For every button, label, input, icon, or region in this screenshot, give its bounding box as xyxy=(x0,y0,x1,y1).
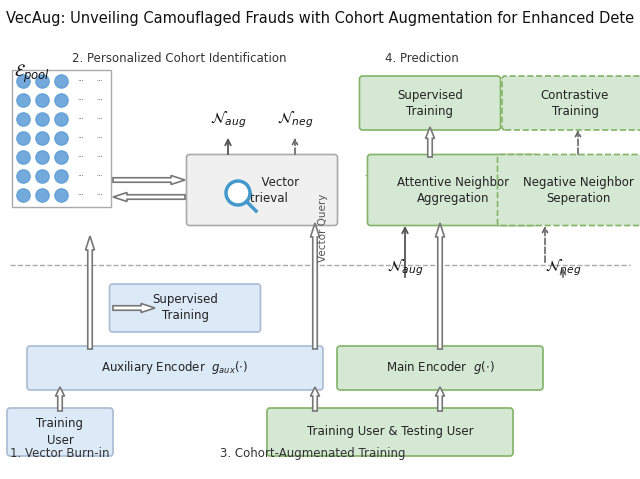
Circle shape xyxy=(17,170,30,183)
Circle shape xyxy=(17,151,30,164)
Text: $\mathcal{N}_{aug}$: $\mathcal{N}_{aug}$ xyxy=(210,109,246,130)
FancyArrow shape xyxy=(435,387,445,411)
Text: 3. Cohort-Augmenated Training: 3. Cohort-Augmenated Training xyxy=(220,447,406,460)
Text: ···: ··· xyxy=(77,136,84,141)
Text: Training
User: Training User xyxy=(36,418,83,446)
Text: 1. Vector Burn-in: 1. Vector Burn-in xyxy=(10,447,109,460)
Text: ···: ··· xyxy=(96,136,103,141)
Circle shape xyxy=(17,75,30,88)
FancyBboxPatch shape xyxy=(7,408,113,456)
Text: ···: ··· xyxy=(96,98,103,103)
FancyBboxPatch shape xyxy=(267,408,513,456)
FancyBboxPatch shape xyxy=(367,155,538,226)
Circle shape xyxy=(226,181,250,205)
Text: 2. Personalized Cohort Identification: 2. Personalized Cohort Identification xyxy=(72,52,287,65)
FancyArrow shape xyxy=(86,236,95,349)
Text: ···: ··· xyxy=(77,173,84,180)
FancyBboxPatch shape xyxy=(360,76,500,130)
Text: ···: ··· xyxy=(96,116,103,123)
Text: $\mathcal{E}_{pool}$: $\mathcal{E}_{pool}$ xyxy=(14,63,50,85)
Circle shape xyxy=(55,189,68,202)
FancyBboxPatch shape xyxy=(497,155,640,226)
Text: Supervised
Training: Supervised Training xyxy=(397,89,463,117)
Text: Supervised
Training: Supervised Training xyxy=(152,294,218,322)
FancyArrow shape xyxy=(426,127,435,157)
Circle shape xyxy=(36,151,49,164)
Circle shape xyxy=(17,113,30,126)
Text: Training User & Testing User: Training User & Testing User xyxy=(307,425,474,438)
Text: ···: ··· xyxy=(77,155,84,160)
Circle shape xyxy=(55,170,68,183)
Circle shape xyxy=(55,132,68,145)
Text: ···: ··· xyxy=(77,116,84,123)
Circle shape xyxy=(55,151,68,164)
Circle shape xyxy=(17,94,30,107)
Text: Auxiliary Encoder  $g_{aux}(\cdot)$: Auxiliary Encoder $g_{aux}(\cdot)$ xyxy=(101,360,249,376)
Text: $\mathcal{N}_{neg}$: $\mathcal{N}_{neg}$ xyxy=(276,109,313,130)
FancyArrow shape xyxy=(56,387,65,411)
Text: Attentive Neighbor
Aggregation: Attentive Neighbor Aggregation xyxy=(397,175,509,205)
Text: $\mathcal{N}_{neg}$: $\mathcal{N}_{neg}$ xyxy=(545,257,581,278)
Text: 4. Prediction: 4. Prediction xyxy=(385,52,459,65)
Text: ···: ··· xyxy=(77,98,84,103)
Circle shape xyxy=(17,189,30,202)
Text: Contrastive
Training: Contrastive Training xyxy=(541,89,609,117)
Text: Vector
Retrieval: Vector Retrieval xyxy=(225,175,300,205)
Circle shape xyxy=(36,132,49,145)
FancyArrow shape xyxy=(113,304,155,312)
FancyArrow shape xyxy=(435,223,445,349)
FancyBboxPatch shape xyxy=(337,346,543,390)
Text: Vector Query: Vector Query xyxy=(318,194,328,262)
FancyBboxPatch shape xyxy=(502,76,640,130)
Circle shape xyxy=(36,113,49,126)
FancyArrow shape xyxy=(113,193,185,202)
Text: ···: ··· xyxy=(77,193,84,198)
FancyArrow shape xyxy=(310,223,319,349)
Circle shape xyxy=(36,94,49,107)
Bar xyxy=(12,70,111,207)
FancyBboxPatch shape xyxy=(27,346,323,390)
Text: ···: ··· xyxy=(96,79,103,84)
Text: ···: ··· xyxy=(96,193,103,198)
Circle shape xyxy=(36,170,49,183)
Text: ···: ··· xyxy=(77,79,84,84)
Text: ···: ··· xyxy=(96,173,103,180)
Text: Negative Neighbor
Seperation: Negative Neighbor Seperation xyxy=(523,175,634,205)
Text: VecAug: Unveiling Camouflaged Frauds with Cohort Augmentation for Enhanced Dete: VecAug: Unveiling Camouflaged Frauds wit… xyxy=(6,11,634,26)
FancyArrow shape xyxy=(310,387,319,411)
FancyBboxPatch shape xyxy=(186,155,337,226)
Circle shape xyxy=(36,189,49,202)
Circle shape xyxy=(55,113,68,126)
Circle shape xyxy=(17,132,30,145)
Text: $\mathcal{N}_{aug}$: $\mathcal{N}_{aug}$ xyxy=(387,257,423,278)
Text: ···: ··· xyxy=(96,155,103,160)
Circle shape xyxy=(55,75,68,88)
Circle shape xyxy=(36,75,49,88)
Circle shape xyxy=(55,94,68,107)
FancyBboxPatch shape xyxy=(109,284,260,332)
FancyArrow shape xyxy=(113,175,185,184)
Text: Main Encoder  $g(\cdot)$: Main Encoder $g(\cdot)$ xyxy=(386,360,494,376)
